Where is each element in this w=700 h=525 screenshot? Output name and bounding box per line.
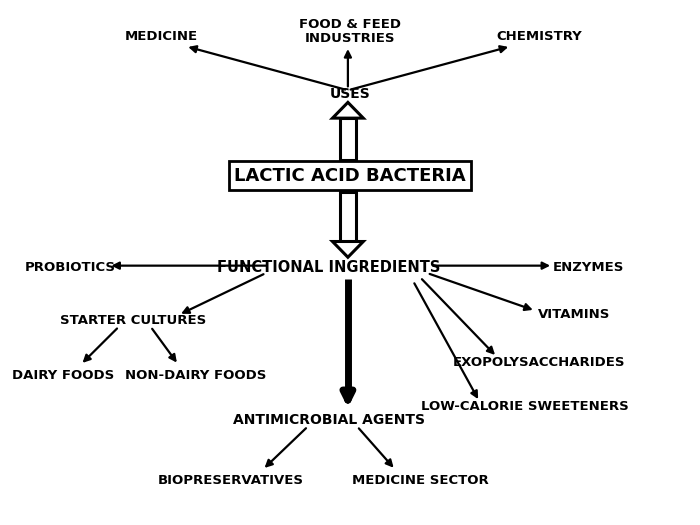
Text: LOW-CALORIE SWEETENERS: LOW-CALORIE SWEETENERS <box>421 401 629 413</box>
Text: LACTIC ACID BACTERIA: LACTIC ACID BACTERIA <box>234 167 466 185</box>
Text: CHEMISTRY: CHEMISTRY <box>496 30 582 43</box>
Bar <box>340 192 356 242</box>
Text: ANTIMICROBIAL AGENTS: ANTIMICROBIAL AGENTS <box>233 413 425 427</box>
Polygon shape <box>332 102 363 118</box>
Text: FUNCTIONAL INGREDIENTS: FUNCTIONAL INGREDIENTS <box>217 260 441 275</box>
Text: DAIRY FOODS: DAIRY FOODS <box>12 369 114 382</box>
Text: MEDICINE: MEDICINE <box>125 30 197 43</box>
Text: MEDICINE SECTOR: MEDICINE SECTOR <box>351 474 489 487</box>
Text: FOOD & FEED
INDUSTRIES: FOOD & FEED INDUSTRIES <box>299 17 401 46</box>
Text: EXOPOLYSACCHARIDES: EXOPOLYSACCHARIDES <box>453 356 625 369</box>
Text: USES: USES <box>330 88 370 101</box>
Text: NON-DAIRY FOODS: NON-DAIRY FOODS <box>125 369 267 382</box>
Polygon shape <box>332 242 363 257</box>
Text: PROBIOTICS: PROBIOTICS <box>25 261 116 274</box>
Text: ENZYMES: ENZYMES <box>552 261 624 274</box>
Text: VITAMINS: VITAMINS <box>538 309 610 321</box>
Text: STARTER CULTURES: STARTER CULTURES <box>60 314 206 327</box>
Text: BIOPRESERVATIVES: BIOPRESERVATIVES <box>158 474 304 487</box>
Bar <box>340 118 356 160</box>
